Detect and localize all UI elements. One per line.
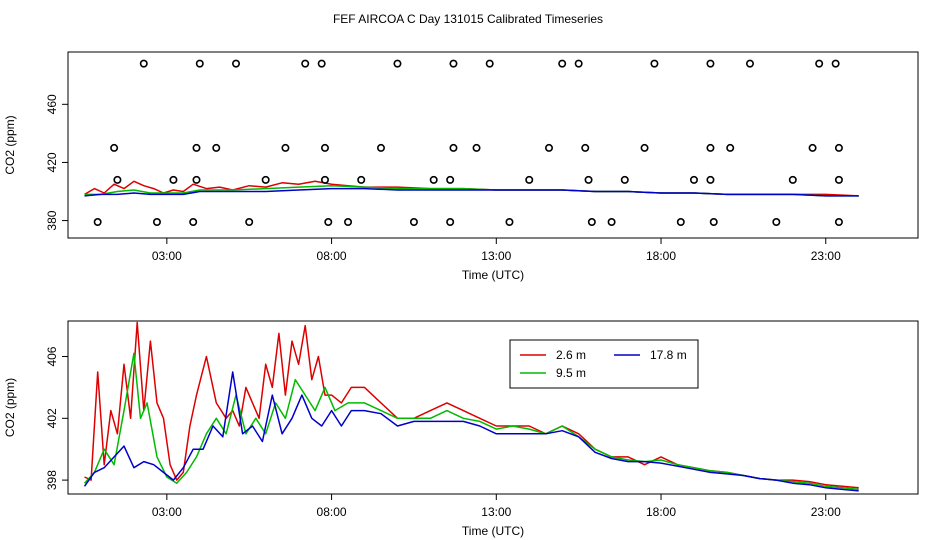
data-point (815, 59, 824, 68)
data-point (195, 59, 204, 68)
bottom-panel: 03:00 08:00 13:00 18:00 23:00 398 402 406 Time (… (3, 320, 919, 538)
data-point (449, 143, 458, 152)
data-point (834, 218, 843, 227)
data-point (620, 175, 629, 184)
data-point (545, 143, 554, 152)
data-point (472, 143, 481, 152)
data-point (110, 143, 119, 152)
data-point (689, 175, 698, 184)
legend-label: 9.5 m (556, 366, 586, 380)
plot-frame (67, 320, 919, 495)
x-tick-label: 03:00 (152, 249, 182, 263)
data-point (558, 59, 567, 68)
data-point (93, 218, 102, 227)
data-point (745, 59, 754, 68)
data-point (393, 59, 402, 68)
data-point (640, 143, 649, 152)
x-tick-label: 08:00 (317, 505, 347, 519)
data-point (169, 175, 178, 184)
series-line-17-8-m (83, 371, 859, 492)
data-point (232, 59, 241, 68)
series-line-2-6-m (84, 321, 859, 489)
plot-frame (67, 51, 919, 239)
legend-box (509, 339, 699, 389)
data-point (584, 175, 593, 184)
data-point (189, 218, 198, 227)
data-point (281, 143, 290, 152)
y-axis-label: CO2 (ppm) (3, 115, 17, 174)
data-point (409, 218, 418, 227)
data-point (449, 59, 458, 68)
data-point (788, 175, 797, 184)
data-point (301, 59, 310, 68)
data-point (446, 218, 455, 227)
data-point (587, 218, 596, 227)
data-point (113, 175, 122, 184)
figure-title: FEF AIRCOA C Day 131015 Calibrated Times… (333, 12, 603, 26)
data-point (192, 175, 201, 184)
x-tick-label: 18:00 (646, 249, 676, 263)
data-point (429, 175, 438, 184)
x-axis-label: Time (UTC) (462, 524, 524, 538)
data-point (261, 175, 270, 184)
data-point (324, 218, 333, 227)
data-point (676, 218, 685, 227)
data-point (581, 143, 590, 152)
data-point (726, 143, 735, 152)
data-point (320, 175, 329, 184)
x-axis-label: Time (UTC) (462, 268, 524, 282)
data-point (607, 218, 616, 227)
data-point (650, 59, 659, 68)
data-point (709, 218, 718, 227)
data-point (525, 175, 534, 184)
data-point (808, 143, 817, 152)
data-point (344, 218, 353, 227)
series-line-9-5-m (83, 352, 859, 491)
legend-label: 17.8 m (650, 348, 687, 362)
y-tick-label: 398 (45, 470, 59, 490)
y-tick-label: 420 (45, 152, 59, 172)
x-tick-label: 13:00 (481, 249, 511, 263)
data-point (834, 143, 843, 152)
y-tick-label: 460 (45, 94, 59, 114)
x-tick-label: 23:00 (811, 249, 841, 263)
legend-label: 2.6 m (556, 348, 586, 362)
data-point (376, 143, 385, 152)
data-point (772, 218, 781, 227)
data-point (446, 175, 455, 184)
x-tick-label: 03:00 (152, 505, 182, 519)
data-point (212, 143, 221, 152)
x-tick-label: 23:00 (811, 505, 841, 519)
top-panel: 03:00 08:00 13:00 18:00 23:00 380 420 460 Time (… (3, 51, 919, 282)
x-tick-label: 13:00 (481, 505, 511, 519)
data-point (831, 59, 840, 68)
data-point (485, 59, 494, 68)
data-point (152, 218, 161, 227)
data-point (834, 175, 843, 184)
y-axis-label: CO2 (ppm) (3, 378, 17, 437)
y-tick-label: 380 (45, 210, 59, 230)
data-point (320, 143, 329, 152)
data-point (706, 143, 715, 152)
data-point (317, 59, 326, 68)
data-point (574, 59, 583, 68)
y-tick-label: 406 (45, 346, 59, 366)
data-point (139, 59, 148, 68)
series-line-blue (84, 187, 859, 197)
x-tick-label: 08:00 (317, 249, 347, 263)
data-point (357, 175, 366, 184)
data-point (245, 218, 254, 227)
data-point (706, 175, 715, 184)
data-point (706, 59, 715, 68)
data-point (192, 143, 201, 152)
x-tick-label: 18:00 (646, 505, 676, 519)
y-tick-label: 402 (45, 408, 59, 428)
data-point (505, 218, 514, 227)
